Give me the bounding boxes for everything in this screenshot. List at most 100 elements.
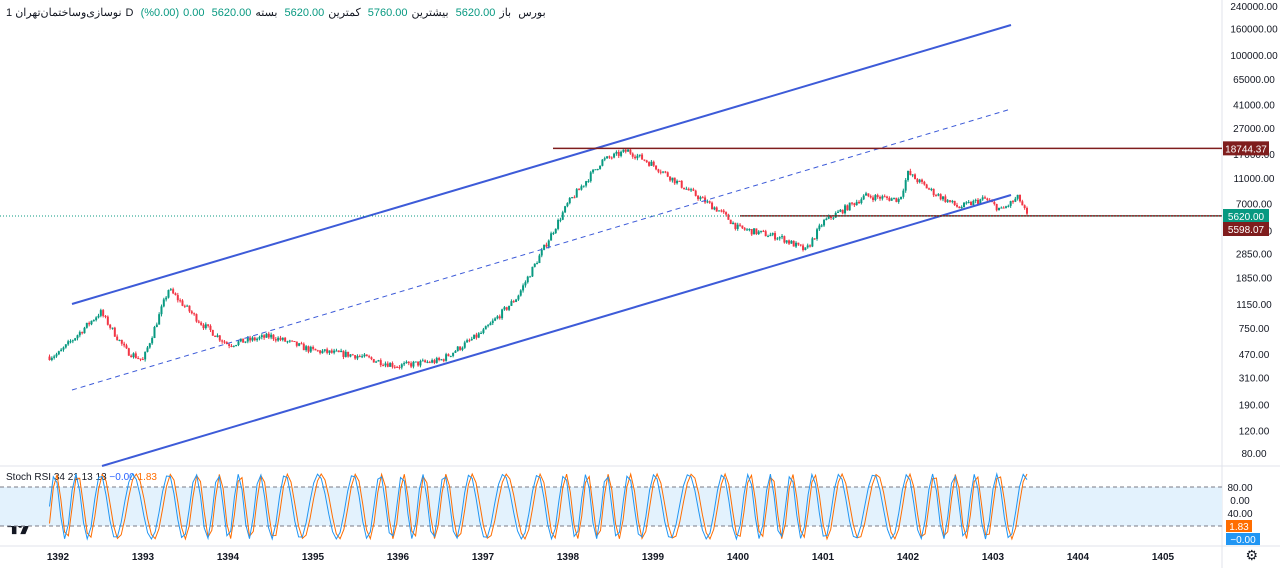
candle-body <box>764 231 767 237</box>
y-tick-label: 160000.00 <box>1230 25 1278 36</box>
candle-body <box>872 197 875 201</box>
symbol-name[interactable]: نوسازی‌وساختمان‌تهران <box>15 7 122 19</box>
candle-body <box>400 364 403 368</box>
x-tick-label: 1401 <box>812 552 835 563</box>
candle-body <box>419 361 422 366</box>
candle-body <box>874 195 877 201</box>
candle-body <box>972 200 975 206</box>
candle-body <box>958 206 961 209</box>
gear-icon[interactable]: ⚙ <box>1245 547 1258 563</box>
candle-body <box>116 336 119 341</box>
candle-body <box>718 210 721 212</box>
candle-body <box>64 344 67 348</box>
y-tick-label: 470.00 <box>1239 350 1270 361</box>
candle-body <box>438 358 441 360</box>
candle-body <box>839 209 842 212</box>
candle-body <box>466 340 469 343</box>
candle-body <box>757 231 760 235</box>
candle-body <box>326 349 329 353</box>
candle-body <box>132 353 135 358</box>
candle-body <box>344 351 347 357</box>
candle-body <box>309 346 312 352</box>
candle-body <box>540 249 543 256</box>
interval-label[interactable]: 1D <box>6 7 134 19</box>
candle-body <box>802 245 805 251</box>
candle-body <box>867 193 870 197</box>
candle-body <box>662 171 665 173</box>
candle-body <box>557 219 560 229</box>
candle-body <box>631 153 634 157</box>
candle-body <box>879 196 882 199</box>
candle-body <box>993 202 996 205</box>
candle-body <box>440 359 443 361</box>
candle-body <box>860 199 863 204</box>
candle-body <box>946 200 949 202</box>
candle-body <box>1026 208 1028 214</box>
oscillator-header[interactable]: Stoch RSI 34 21 13 13 −0.00 1.83 <box>6 472 157 483</box>
candle-body <box>725 212 728 215</box>
candle-body <box>711 202 714 210</box>
candle-body <box>244 341 247 343</box>
candle-body <box>949 200 952 202</box>
candle-body <box>456 346 459 352</box>
candle-body <box>265 333 268 338</box>
candle-body <box>970 201 973 206</box>
candle-body <box>888 197 891 201</box>
candle-body <box>652 161 655 166</box>
y-tick-label: 27000.00 <box>1233 124 1275 135</box>
candle-body <box>92 320 95 322</box>
candle-body <box>928 188 931 190</box>
candle-body <box>760 230 763 232</box>
candle-body <box>295 341 298 346</box>
candle-body <box>183 305 186 307</box>
candle-body <box>678 180 681 182</box>
candle-body <box>804 247 807 251</box>
candle-body <box>729 219 732 225</box>
candle-body <box>496 316 499 319</box>
osc-tick-label: 80.00 <box>1227 483 1252 494</box>
candle-body <box>1023 205 1026 209</box>
candle-body <box>375 361 378 363</box>
candle-body <box>608 156 611 158</box>
candle-body <box>454 351 457 353</box>
candle-body <box>923 181 926 185</box>
candle-body <box>979 199 982 204</box>
candle-body <box>417 361 420 366</box>
candle-body <box>305 346 308 351</box>
candle-body <box>795 242 798 247</box>
oscillator-params: 34 21 13 13 <box>53 472 107 483</box>
candle-body <box>967 201 970 203</box>
candle-body <box>489 323 492 326</box>
candle-body <box>561 212 564 220</box>
candle-body <box>615 151 618 154</box>
candle-body <box>431 360 434 363</box>
candle-body <box>1021 201 1024 206</box>
candle-body <box>657 169 660 172</box>
high-label: بیشترین <box>411 7 449 19</box>
x-tick-label: 1395 <box>302 552 325 563</box>
candle-body <box>750 229 753 235</box>
candle-body <box>405 361 408 364</box>
candle-body <box>102 310 105 316</box>
candle-body <box>573 197 576 199</box>
candle-body <box>279 337 282 340</box>
candle-body <box>190 311 193 314</box>
candle-body <box>902 190 905 197</box>
candle-body <box>214 335 217 338</box>
candle-body <box>911 174 914 176</box>
candle-body <box>127 348 130 356</box>
candle-body <box>340 350 343 353</box>
candle-body <box>568 198 571 204</box>
candle-body <box>585 181 588 186</box>
candle-body <box>141 359 144 361</box>
x-tick-label: 1392 <box>47 552 70 563</box>
candle-body <box>830 216 833 219</box>
candle-body <box>155 324 158 328</box>
candle-body <box>148 343 151 348</box>
candle-body <box>655 165 658 170</box>
candle-body <box>312 346 315 349</box>
candle-body <box>916 179 919 183</box>
candle-body <box>323 349 326 351</box>
candle-body <box>855 201 858 206</box>
